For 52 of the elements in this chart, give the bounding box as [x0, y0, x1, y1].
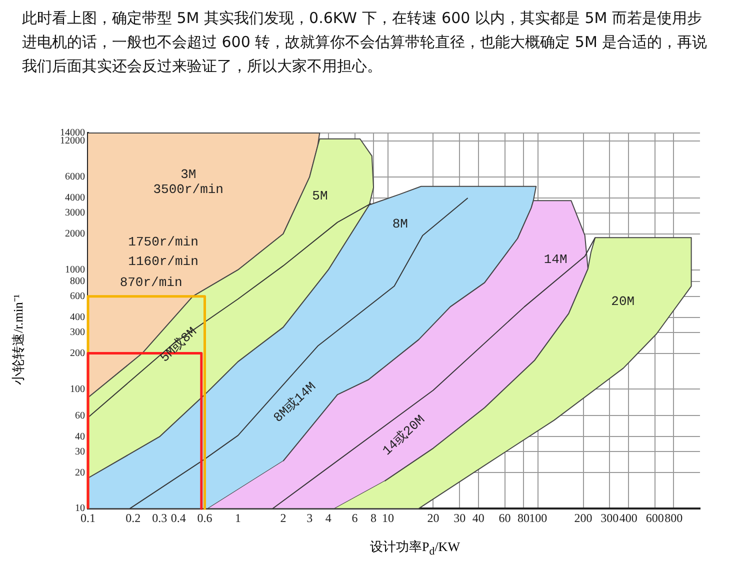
x-tick-label: 0.2 [126, 510, 141, 525]
x-tick-label: 200 [574, 510, 592, 525]
x-tick-label: 400 [619, 510, 638, 525]
y-tick-label: 60 [75, 410, 85, 422]
x-tick-label: 60 [498, 510, 511, 525]
annotation: 8M [392, 216, 408, 232]
x-tick-label: 1 [235, 510, 242, 525]
x-axis-title: 设计功率P$_{d}$/KW [369, 538, 461, 558]
annotation: 14M [544, 252, 568, 268]
y-tick-label: 400 [70, 312, 85, 323]
y-tick-label: 300 [70, 326, 85, 338]
annotation: 5M [312, 188, 328, 204]
y-tick-label: 4000 [65, 192, 85, 204]
x-tick-label: 8 [370, 510, 377, 525]
x-tick-label: 30 [454, 510, 466, 525]
x-tick-label: 100 [529, 510, 548, 525]
annotation: 1160r/min [128, 254, 198, 269]
x-tick-label: 2 [280, 510, 286, 525]
annotation: 5M或8M [157, 324, 200, 366]
chart-title: 此时看上图，确定带型 5M 其实我们发现，0.6KW 下，在转速 600 以内，其实都是 5M 而若是使用步进电机的话，一般也不会超过 600 转，故就算你不会估算带轮直径，也能大概确定 5M 是合适的，再说我们后面其实还会反过来验证了，所以大家不用担心。 [22, 8, 708, 77]
y-tick-label: 6000 [65, 172, 85, 183]
annotation: 3500r/min [153, 182, 224, 197]
y-tick-label: 3000 [65, 207, 85, 218]
y-tick-label: 30 [75, 446, 85, 458]
y-tick-label: 800 [70, 276, 85, 288]
x-tick-label: 600 [646, 510, 664, 525]
x-tick-label: 40 [472, 510, 484, 525]
y-tick-label: 100 [70, 384, 85, 395]
x-tick-label: 80 [518, 510, 530, 525]
annotation: 3M [180, 166, 196, 182]
x-tick-label: 0.3 [152, 510, 168, 525]
x-tick-label: 0.6 [197, 510, 212, 525]
x-tick-label: 800 [664, 510, 683, 525]
y-tick-label: 40 [75, 431, 85, 442]
annotation: 1750r/min [128, 234, 198, 250]
annotation: 870r/min [120, 274, 182, 290]
x-tick-label: 20 [427, 510, 440, 525]
y-tick-label: 600 [70, 290, 85, 302]
y-tick-label: 200 [70, 348, 85, 359]
x-tick-label: 10 [382, 510, 394, 525]
x-tick-label: 0.4 [170, 510, 186, 525]
y-axis-title: 小轮转速/r.min⁻¹ [10, 293, 26, 387]
annotation: 20M [611, 294, 635, 310]
y-tick-label: 1000 [65, 264, 85, 276]
x-tick-label: 6 [352, 510, 358, 525]
annotation: 14或20M [380, 412, 428, 458]
y-tick-label: 12000 [60, 136, 85, 147]
y-tick-label: 2000 [65, 228, 85, 240]
x-tick-label: 300 [600, 510, 619, 525]
x-tick-label: 3 [306, 510, 313, 525]
x-tick-label: 4 [325, 510, 332, 525]
y-tick-label: 20 [75, 467, 85, 478]
